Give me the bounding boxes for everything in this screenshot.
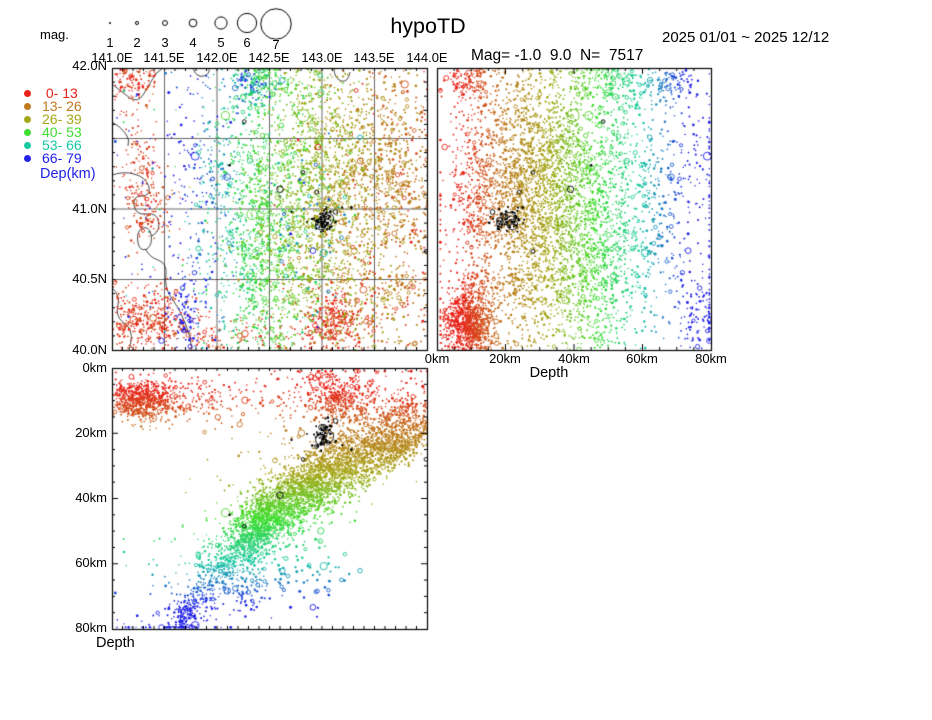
lat-tick-label: 42.0N <box>72 58 107 73</box>
magnitude-count-line: Mag= -1.0 9.0 N= 7517 <box>471 47 644 64</box>
mag-legend-size-2: 2 <box>133 35 141 50</box>
lon-tick-label: 144.0E <box>406 50 448 65</box>
depth-bin-label: 13- 26 <box>42 98 82 114</box>
depth-bin-label: 53- 66 <box>42 137 82 153</box>
mag-legend-size-7: 7 <box>272 37 280 52</box>
lon-tick-label: 143.0E <box>301 50 343 65</box>
date-range: 2025 01/01 ~ 2025 12/12 <box>662 29 830 46</box>
depth-bin-dot <box>24 142 31 149</box>
lon-tick-label: 143.5E <box>353 50 395 65</box>
lon-tick-label: 141.0E <box>91 50 133 65</box>
page-title: hypoTD <box>390 14 466 38</box>
depth-tick-label: 80km <box>695 351 727 366</box>
depth-bin-dot <box>24 155 31 162</box>
lon-tick-label: 141.5E <box>143 50 185 65</box>
depth-bin-label: 0- 13 <box>42 85 78 101</box>
mag-legend-size-3: 3 <box>161 35 169 50</box>
depth-bin-dot <box>24 90 31 97</box>
depth-bin-dot <box>24 116 31 123</box>
mag-legend-size-1: 1 <box>106 35 114 50</box>
depth-tick-label: 60km <box>75 555 107 570</box>
depth-bin-dot <box>24 129 31 136</box>
lon-tick-label: 142.5E <box>248 50 290 65</box>
depth-tick-label: 40km <box>558 351 590 366</box>
depth-tick-label: 0km <box>82 360 107 375</box>
depth-axis-title: Depth <box>96 635 135 651</box>
depth-legend-title: Dep(km) <box>40 166 96 182</box>
mag-legend-size-6: 6 <box>243 35 251 50</box>
lat-tick-label: 41.0N <box>72 201 107 216</box>
depth-tick-label: 20km <box>75 425 107 440</box>
lon-tick-label: 142.0E <box>196 50 238 65</box>
depth-bin-label: 66- 79 <box>42 150 82 166</box>
depth-tick-label: 40km <box>75 490 107 505</box>
depth-bin-label: 26- 39 <box>42 111 82 127</box>
depth-tick-label: 0km <box>424 351 450 366</box>
lat-tick-label: 40.0N <box>72 342 107 357</box>
mag-legend-size-5: 5 <box>217 35 225 50</box>
depth-tick-label: 60km <box>626 351 658 366</box>
depth-axis-title: Depth <box>529 365 569 381</box>
depth-tick-label: 80km <box>75 620 107 635</box>
depth-tick-label: 20km <box>489 351 521 366</box>
depth-bin-label: 40- 53 <box>42 124 82 140</box>
depth-bin-dot <box>24 103 31 110</box>
mag-legend-size-4: 4 <box>189 35 197 50</box>
lat-tick-label: 40.5N <box>72 271 107 286</box>
mag-legend-title: mag. <box>40 27 69 42</box>
